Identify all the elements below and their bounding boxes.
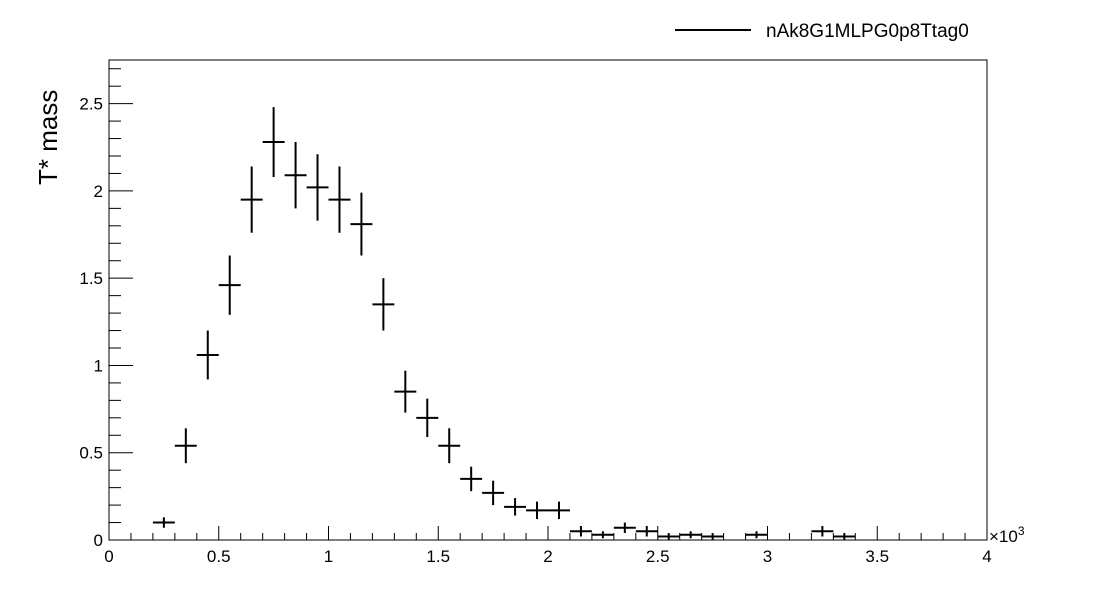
x-axis-multiplier: ×103 <box>989 524 1025 546</box>
x-tick-label: 3 <box>763 547 772 566</box>
y-tick-label: 2.5 <box>79 95 103 114</box>
data-point <box>438 428 461 464</box>
y-tick-label: 0 <box>94 531 103 550</box>
y-axis-title: T* mass <box>33 90 63 185</box>
data-point <box>504 498 527 516</box>
data-point <box>350 192 373 256</box>
y-tick-label: 1.5 <box>79 269 103 288</box>
data-point <box>833 533 856 540</box>
x-tick-label: 0.5 <box>207 547 231 566</box>
data-points <box>152 107 856 540</box>
x-axis-multiplier-exponent: 3 <box>1018 524 1025 538</box>
x-axis: 0 0.5 1 1.5 2 2.5 3 3.5 4 <box>104 526 992 566</box>
data-point <box>701 533 724 540</box>
data-point <box>548 501 570 520</box>
y-tick-label: 1 <box>94 356 103 375</box>
y-tick-label: 2 <box>94 182 103 201</box>
legend: nAk8G1MLPG0p8Ttag0 <box>675 21 969 42</box>
data-point <box>416 398 439 438</box>
y-axis: 0 0.5 1 1.5 2 2.5 <box>79 68 133 550</box>
data-point <box>174 428 197 464</box>
x-tick-label: 0 <box>104 547 113 566</box>
x-tick-label: 2.5 <box>646 547 670 566</box>
data-point <box>569 526 592 537</box>
data-point <box>372 278 395 331</box>
y-tick-label: 0.5 <box>79 444 103 463</box>
data-point <box>306 154 329 221</box>
legend-label: nAk8G1MLPG0p8Ttag0 <box>766 21 969 42</box>
data-point <box>460 466 483 492</box>
plot-frame <box>108 59 988 541</box>
x-tick-label: 3.5 <box>865 547 889 566</box>
data-point <box>526 501 548 520</box>
data-point <box>811 526 834 537</box>
data-point <box>482 480 505 506</box>
data-point <box>657 533 680 540</box>
x-axis-multiplier-base: ×10 <box>989 527 1018 546</box>
x-tick-label: 1.5 <box>426 547 450 566</box>
data-point <box>591 531 614 539</box>
data-point <box>240 166 263 233</box>
data-point <box>635 526 658 537</box>
data-point <box>613 522 636 534</box>
x-tick-label: 4 <box>982 547 991 566</box>
x-tick-label: 2 <box>543 547 552 566</box>
data-point <box>394 370 417 413</box>
x-tick-label: 1 <box>324 547 333 566</box>
data-point <box>679 531 702 539</box>
data-point <box>196 330 219 380</box>
data-point <box>284 142 307 209</box>
data-point <box>328 166 351 233</box>
data-point <box>745 531 768 539</box>
data-point <box>218 255 241 315</box>
data-point <box>152 517 175 528</box>
data-point <box>262 107 285 177</box>
